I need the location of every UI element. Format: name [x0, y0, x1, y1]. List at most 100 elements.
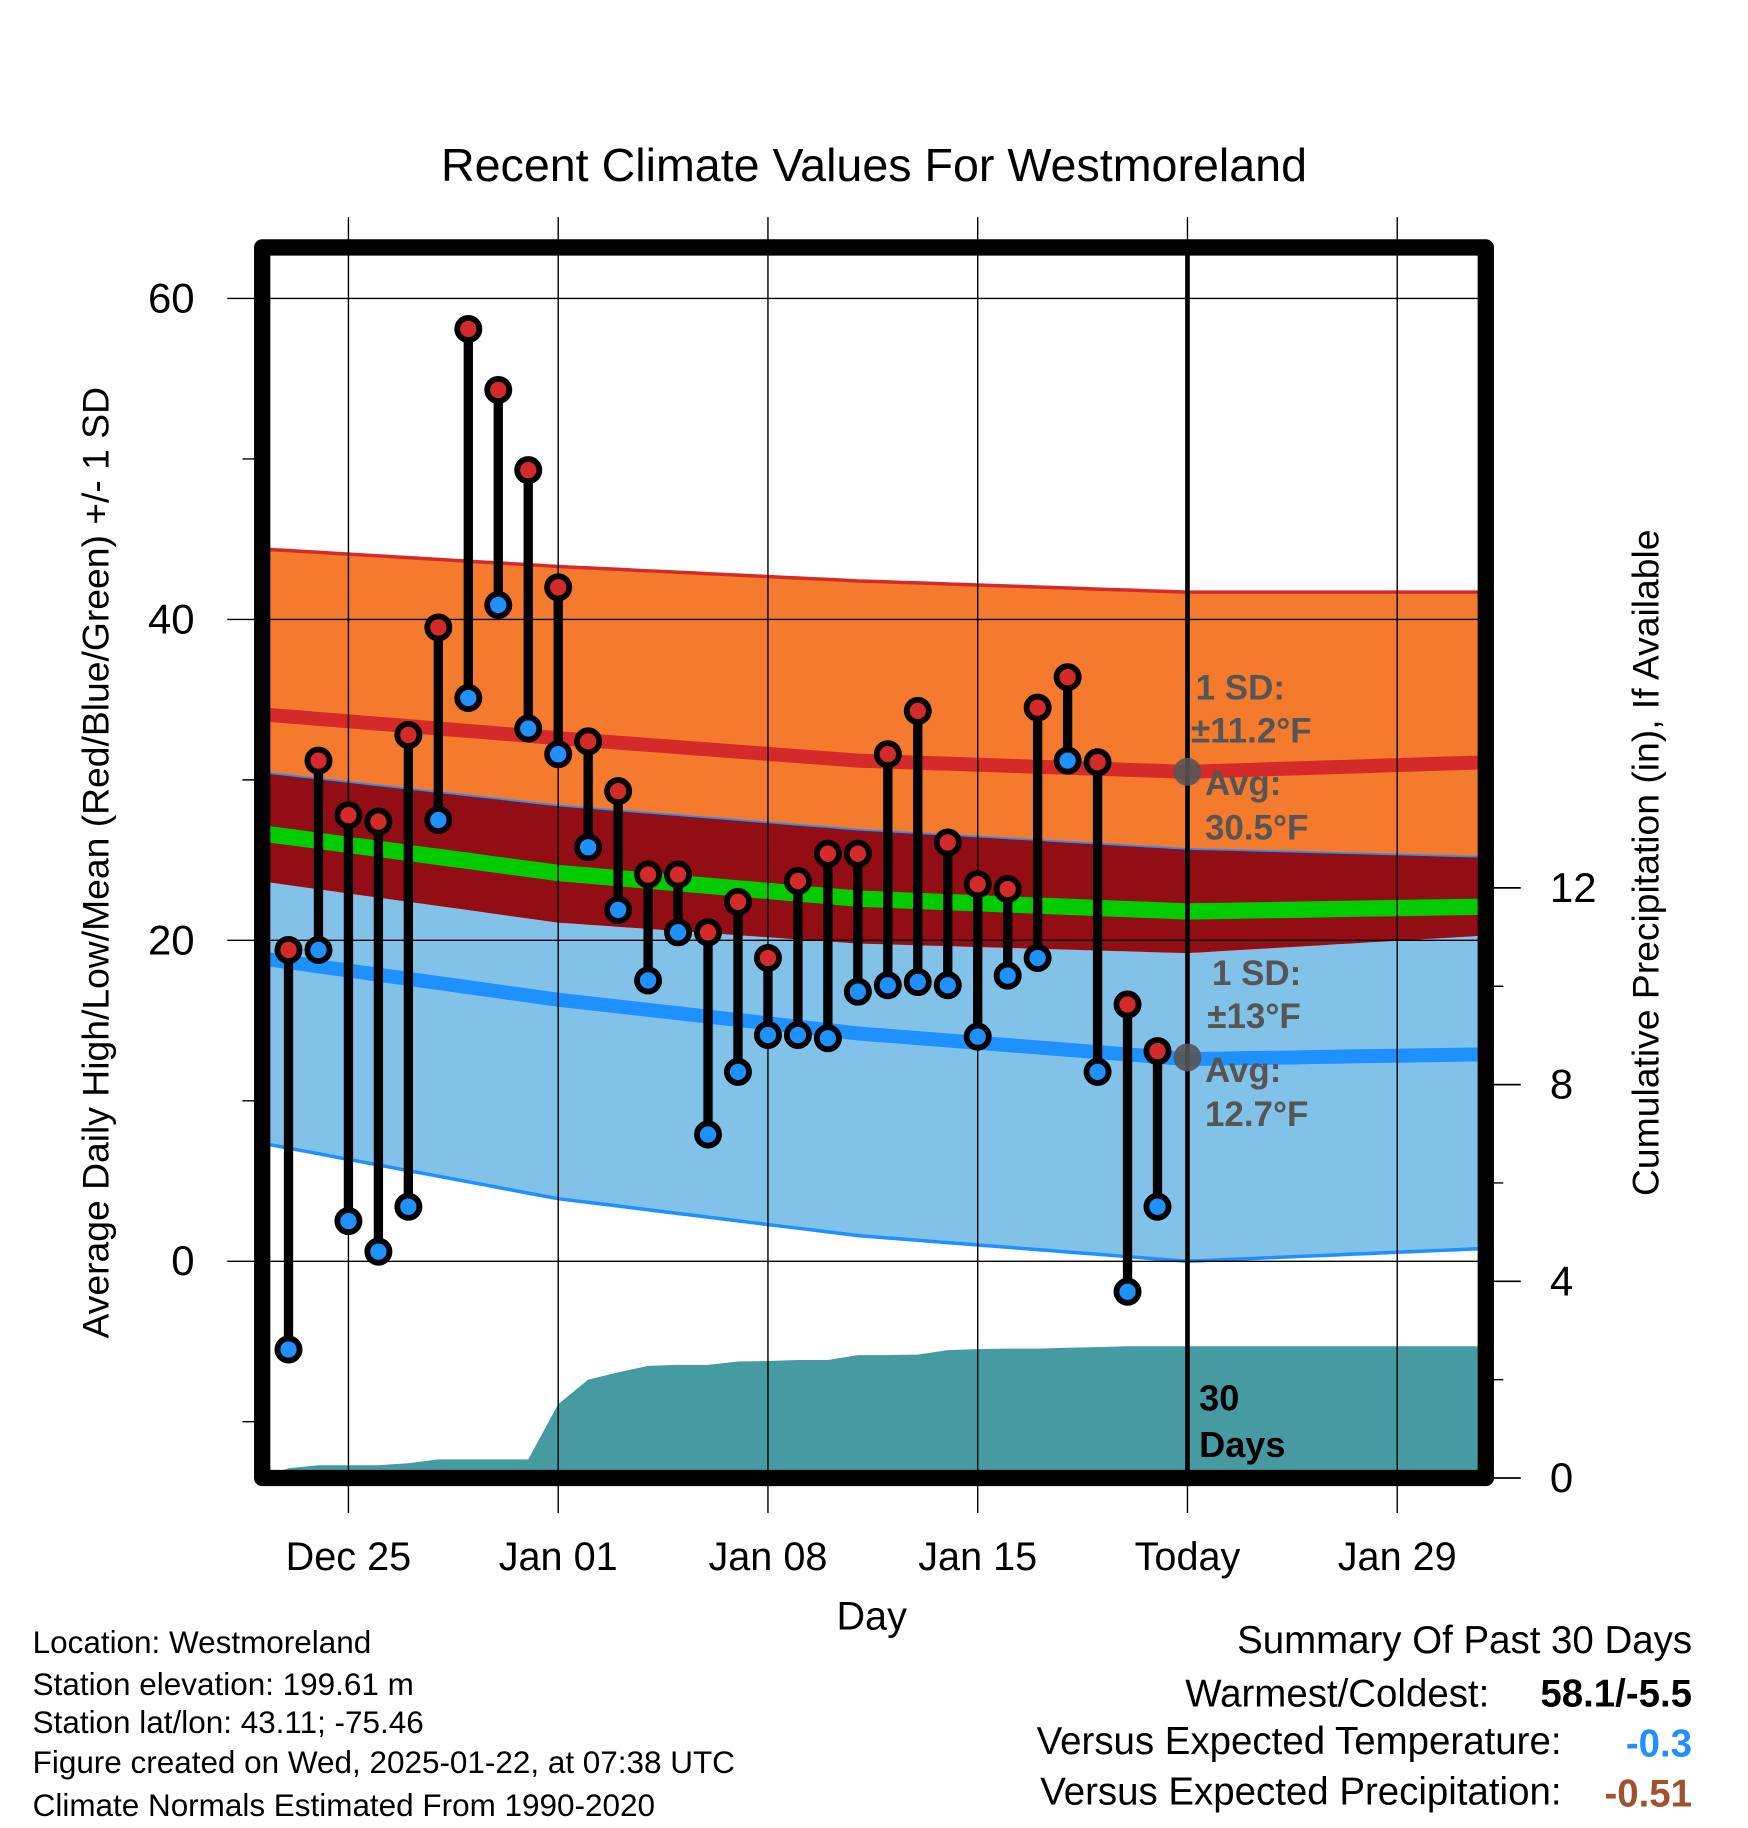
- low-point: [634, 966, 663, 995]
- low-point: [574, 833, 603, 862]
- footer-created: Figure created on Wed, 2025-01-22, at 07…: [33, 1745, 735, 1780]
- high-point: [1083, 748, 1112, 777]
- low-point: [544, 740, 573, 769]
- low-point: [873, 971, 902, 1000]
- day-observation: [634, 860, 663, 995]
- y2-tick-label: 8: [1550, 1061, 1573, 1108]
- high-point: [694, 918, 723, 947]
- high-point: [334, 801, 363, 830]
- low-avg-label: Avg:: [1205, 1051, 1281, 1090]
- day-observation: [544, 573, 573, 769]
- day-observation: [903, 696, 932, 997]
- day-observation: [454, 314, 483, 713]
- day-observation: [933, 828, 962, 1000]
- high-sd-value: ±11.2°F: [1191, 712, 1312, 751]
- x-axis-label: Day: [836, 1595, 907, 1639]
- window-count: 30: [1199, 1377, 1239, 1418]
- low-minus-sd-line: [262, 1141, 1486, 1264]
- low-avg-value: 12.7°F: [1205, 1095, 1308, 1134]
- high-point: [783, 866, 812, 895]
- summary-precip-value: -0.51: [1604, 1773, 1692, 1816]
- high-point: [304, 746, 333, 775]
- low-point: [933, 971, 962, 1000]
- low-point: [1143, 1192, 1172, 1221]
- mean-line: [262, 825, 1486, 920]
- low-point: [1113, 1277, 1142, 1306]
- summary-temp-value: -0.3: [1626, 1723, 1692, 1766]
- high-avg-value: 30.5°F: [1205, 808, 1308, 847]
- high-point: [843, 839, 872, 868]
- high-point: [484, 375, 513, 404]
- chart-title: Recent Climate Values For Westmoreland: [441, 139, 1307, 191]
- summary-panel: Summary Of Past 30 Days Warmest/Coldest:…: [1037, 1619, 1692, 1816]
- day-observation: [1053, 663, 1082, 775]
- x-tick-label: Jan 08: [708, 1535, 827, 1579]
- low-point: [334, 1207, 363, 1236]
- high-point: [963, 870, 992, 899]
- low-point: [903, 968, 932, 997]
- day-observation: [783, 866, 812, 1049]
- high-point: [604, 777, 633, 806]
- low-point: [1053, 746, 1082, 775]
- day-observation: [664, 860, 693, 947]
- low-point: [1023, 944, 1052, 972]
- y-tick-label: 20: [148, 916, 195, 963]
- low-point: [724, 1057, 752, 1086]
- low-point: [454, 684, 483, 713]
- y-tick-label: 40: [148, 595, 195, 642]
- day-observation: [724, 887, 752, 1086]
- y2-tick-label: 0: [1550, 1454, 1573, 1501]
- summary-title: Summary Of Past 30 Days: [1237, 1619, 1692, 1662]
- day-observation: [484, 375, 513, 619]
- low-point: [694, 1120, 723, 1149]
- summary-precip-label: Versus Expected Precipitation:: [1040, 1770, 1561, 1813]
- high-point: [753, 944, 782, 972]
- x-tick-label: Jan 29: [1338, 1535, 1457, 1579]
- high-point: [574, 727, 603, 756]
- low-point: [783, 1021, 812, 1049]
- day-observation: [993, 875, 1022, 990]
- low-avg-marker: [1173, 1043, 1202, 1072]
- x-tick-label: Jan 15: [918, 1535, 1037, 1579]
- high-point: [933, 828, 962, 857]
- day-observation: [753, 944, 782, 1049]
- low-point: [274, 1335, 303, 1364]
- low-point: [664, 918, 693, 947]
- y-axis-label: Average Daily High/Low/Mean (Red/Blue/Gr…: [74, 387, 116, 1338]
- high-sd-label: 1 SD:: [1196, 669, 1285, 708]
- low-point: [813, 1024, 842, 1053]
- high-point: [873, 740, 902, 769]
- low-point: [514, 714, 543, 743]
- low-point: [424, 806, 453, 834]
- day-observation: [514, 456, 543, 743]
- footer-elevation: Station elevation: 199.61 m: [33, 1667, 414, 1702]
- window-unit: Days: [1199, 1424, 1285, 1465]
- high-point: [274, 935, 303, 964]
- summary-temp-label: Versus Expected Temperature:: [1037, 1720, 1562, 1763]
- day-observation: [274, 935, 303, 1364]
- high-point: [544, 573, 573, 602]
- high-point: [364, 807, 393, 836]
- y2-axis-label: Cumulative Precipitation (in), If Availa…: [1624, 529, 1666, 1196]
- footer-location: Location: Westmoreland: [33, 1625, 372, 1660]
- day-observation: [304, 746, 333, 964]
- day-observation: [424, 613, 453, 834]
- day-observation: [1143, 1037, 1172, 1221]
- high-point: [1143, 1037, 1172, 1066]
- high-mean-line: [262, 707, 1486, 779]
- day-observation: [604, 777, 633, 924]
- low-point: [604, 895, 633, 924]
- summary-warmest-label: Warmest/Coldest:: [1185, 1672, 1489, 1715]
- day-observation: [1083, 748, 1112, 1086]
- x-tick-label: Dec 25: [286, 1535, 412, 1579]
- day-observation: [1023, 693, 1052, 972]
- high-point: [454, 314, 483, 343]
- high-plus-sd-line: [262, 547, 1486, 594]
- x-tick-label: Jan 01: [499, 1535, 618, 1579]
- high-point: [664, 860, 693, 889]
- footer-normals: Climate Normals Estimated From 1990-2020: [33, 1788, 655, 1823]
- footer-latlon: Station lat/lon: 43.11; -75.46: [33, 1705, 424, 1740]
- low-point: [484, 590, 513, 619]
- low-sd-label: 1 SD:: [1212, 954, 1301, 993]
- high-avg-label: Avg:: [1205, 764, 1281, 803]
